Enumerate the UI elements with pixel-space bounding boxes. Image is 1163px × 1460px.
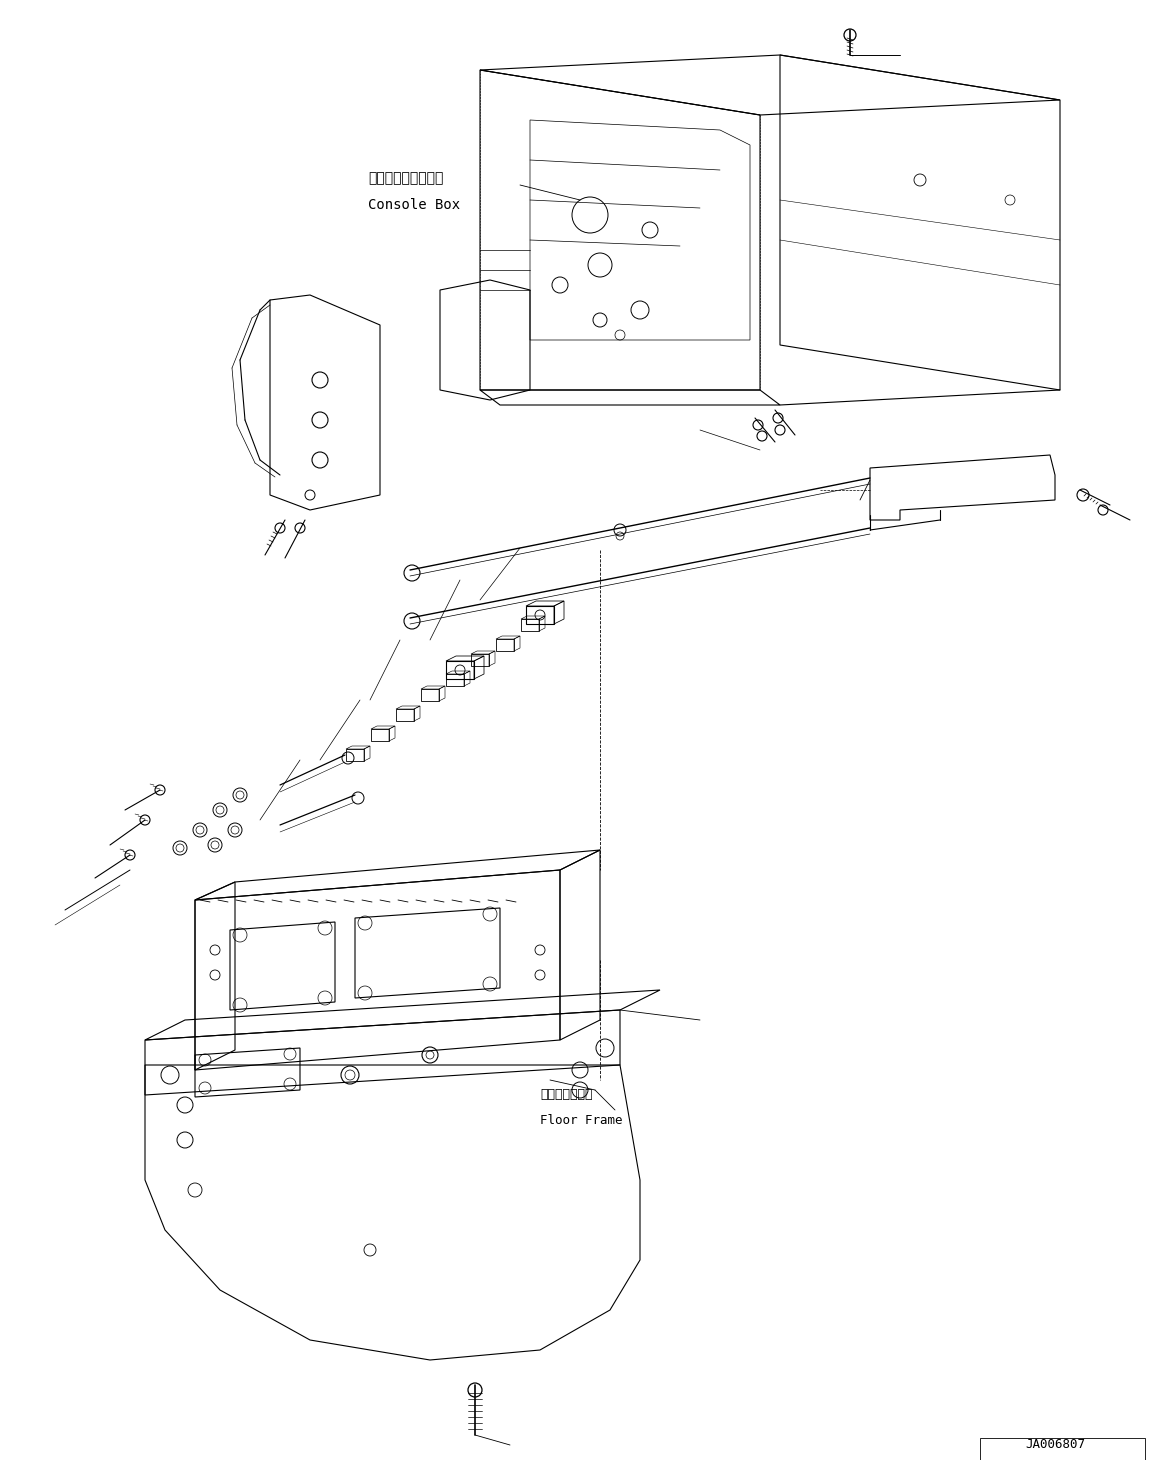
Text: フロアフレーム: フロアフレーム bbox=[540, 1089, 592, 1101]
Text: JA006807: JA006807 bbox=[1025, 1438, 1085, 1451]
Bar bbox=[980, 1438, 1146, 1460]
Text: コンソールボックス: コンソールボックス bbox=[368, 171, 443, 185]
Text: Console Box: Console Box bbox=[368, 199, 461, 212]
Text: Floor Frame: Floor Frame bbox=[540, 1114, 622, 1127]
